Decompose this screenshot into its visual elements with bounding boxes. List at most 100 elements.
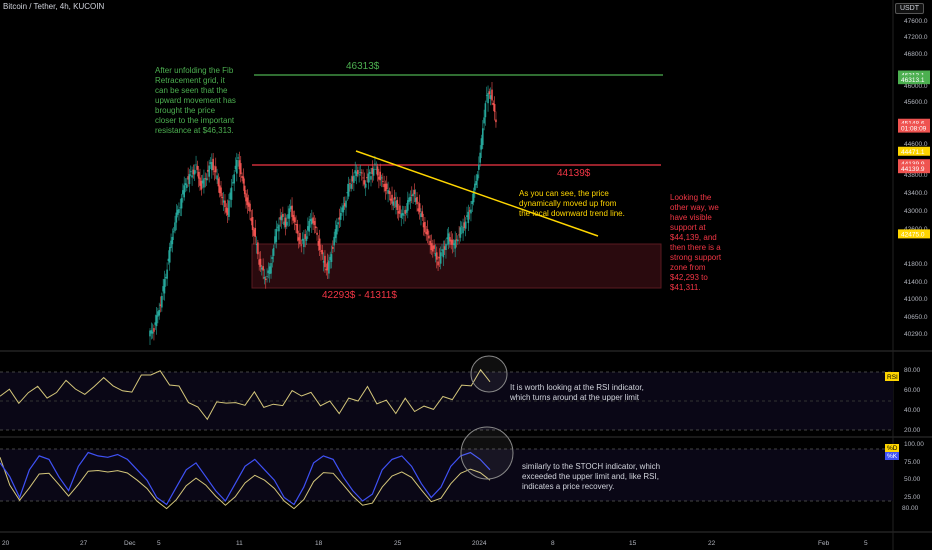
candle-body <box>455 239 458 241</box>
candle-body <box>447 233 450 245</box>
candle-body <box>201 180 204 184</box>
candle-body <box>253 229 255 236</box>
candle-body <box>288 208 291 219</box>
price-axis-label: 41400.0 <box>904 279 928 286</box>
stoch-axis-label: 75.00 <box>904 459 921 466</box>
candle-body <box>254 227 257 237</box>
price-tag: 46313.1 <box>901 77 925 84</box>
candle-body <box>217 178 220 187</box>
stoch-k-tag: %K <box>887 453 898 460</box>
candle-body <box>476 174 479 181</box>
candle-body <box>443 246 446 250</box>
candle-body <box>304 234 307 239</box>
candle-body <box>413 190 416 195</box>
candle-body <box>479 152 481 163</box>
price-axis-label: 45600.0 <box>904 99 928 106</box>
candle-body <box>329 256 332 261</box>
candle-body <box>154 322 157 325</box>
candle-body <box>428 235 430 239</box>
support-label: 44139$ <box>557 168 591 179</box>
candle-body <box>313 221 316 225</box>
candle-body <box>421 211 424 217</box>
candle-body <box>375 168 378 170</box>
candle-body <box>295 223 297 226</box>
time-axis-label: 27 <box>80 540 88 547</box>
candle-body <box>483 117 485 124</box>
candle-body <box>424 221 426 233</box>
candle-body <box>193 170 196 175</box>
candle-body <box>258 259 260 265</box>
candle-body <box>449 237 451 242</box>
candle-body <box>282 214 284 217</box>
price-tag: 01:08:09 <box>901 126 927 133</box>
resistance-label: 46313$ <box>346 61 380 72</box>
candle-body <box>335 224 338 235</box>
candle-body <box>212 158 214 171</box>
candle-body <box>226 208 229 215</box>
trend-annotation: As you can see, the price dynamically mo… <box>519 189 625 218</box>
candle-body <box>450 239 453 245</box>
candle-body <box>170 240 172 249</box>
price-tag-bg <box>898 229 930 239</box>
price-tag: 44471.1 <box>901 149 925 156</box>
candle-body <box>184 183 187 186</box>
time-axis-label: 25 <box>394 540 402 547</box>
stoch-d-line <box>0 457 491 510</box>
candle-body <box>303 238 305 248</box>
downtrend-line[interactable] <box>355 150 599 237</box>
candle-body <box>472 191 475 203</box>
candle-body <box>268 266 271 274</box>
candle-body <box>153 328 155 332</box>
candle-body <box>458 234 460 236</box>
candle-body <box>439 252 442 264</box>
candle-body <box>487 93 489 104</box>
time-axis-label: 20 <box>2 540 10 547</box>
price-axis-label: 40290.0 <box>904 331 928 338</box>
currency-button[interactable]: USDT <box>894 3 924 14</box>
price-axis-label: 40650.0 <box>904 314 928 321</box>
candle-body <box>234 165 237 170</box>
time-axis-label: 5 <box>864 540 868 547</box>
candle-body <box>359 172 362 173</box>
candle-body <box>401 213 404 216</box>
price-tag-bg <box>898 118 930 128</box>
candle-body <box>341 207 343 213</box>
rsi-tag: RSI <box>887 374 898 381</box>
candle-body <box>261 267 263 270</box>
stoch-annotation: similarly to the STOCH indicator, which … <box>522 462 661 491</box>
time-axis[interactable]: 20 27 Dec 5 11 18 25 2024 8 15 22 Feb 5 <box>2 540 868 547</box>
price-axis-label: 43800.0 <box>904 172 928 179</box>
candle-body <box>418 203 421 213</box>
candle-body <box>426 229 429 235</box>
candle-body <box>429 240 431 246</box>
candle-body <box>416 197 418 205</box>
candle-body <box>387 189 389 194</box>
candle-body <box>150 330 153 334</box>
candle-body <box>446 237 449 240</box>
price-axis[interactable]: 47600.0 47200.0 46800.0 46000.0 45600.0 44600… <box>904 18 928 338</box>
candle-body <box>275 228 278 242</box>
candle-body <box>204 178 207 180</box>
candle-body <box>162 286 164 292</box>
candle-body <box>192 169 195 175</box>
support-zone[interactable] <box>251 243 662 289</box>
price-axis-label: 43000.0 <box>904 208 928 215</box>
candle-body <box>395 200 397 208</box>
price-axis-label: 44600.0 <box>904 141 928 148</box>
candle-body <box>492 102 495 105</box>
candle-body <box>379 171 381 181</box>
candle-body <box>296 224 299 234</box>
candle-body <box>410 194 413 196</box>
candle-body <box>376 166 379 176</box>
candle-body <box>283 221 285 226</box>
candle-body <box>324 255 326 268</box>
candle-body <box>445 243 447 251</box>
candle-body <box>151 331 154 334</box>
candle-body <box>453 243 455 246</box>
symbol-title[interactable]: Bitcoin / Tether, 4h, KUCOIN <box>3 2 105 11</box>
candle-body <box>389 198 392 201</box>
candle-body <box>289 206 292 210</box>
candle-body <box>182 190 184 195</box>
stoch-axis-label: 25.00 <box>904 494 921 501</box>
